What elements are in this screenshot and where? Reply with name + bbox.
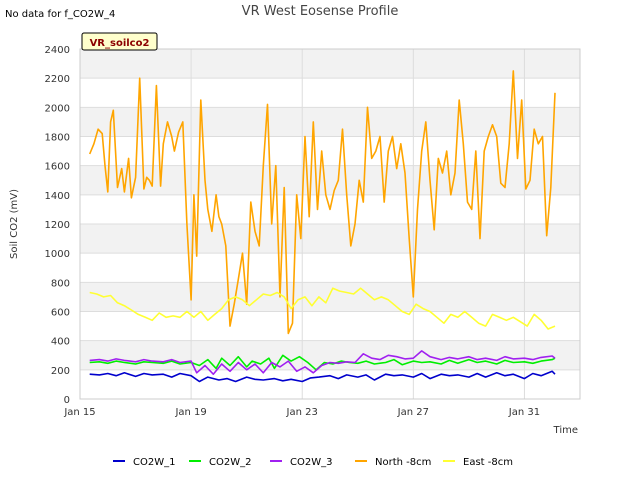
legend-label: North -8cm (375, 457, 431, 468)
y-tick-label: 800 (51, 278, 70, 289)
y-tick-label: 1400 (45, 191, 70, 202)
series-layer (88, 70, 556, 383)
y-tick-label: 600 (51, 308, 70, 319)
x-tick-label: Jan 31 (508, 407, 540, 418)
band (80, 340, 580, 370)
badge-box (81, 32, 158, 51)
band (80, 78, 580, 108)
no-data-note: No data for f_CO2W_4 (5, 9, 115, 20)
legend: CO2W_1 CO2W_2 CO2W_3 North -8cm East -8cm (113, 457, 513, 468)
series-line-north-8cm (88, 70, 556, 335)
x-tick-label: Jan 19 (174, 407, 206, 418)
legend-label: CO2W_3 (290, 457, 332, 468)
series-line-east-8cm (89, 287, 556, 330)
series-line-co2w-3 (89, 350, 556, 375)
band (80, 107, 580, 137)
band (80, 224, 580, 254)
chart-title: VR West Eosense Profile (242, 4, 399, 19)
band (80, 136, 580, 166)
y-tick-label: 2400 (45, 45, 70, 56)
y-tick-label: 2000 (45, 103, 70, 114)
y-tick-label: 1000 (45, 249, 70, 260)
legend-label: CO2W_2 (209, 457, 251, 468)
x-axis-label: Time (553, 425, 578, 436)
x-tick-label: Jan 23 (286, 407, 318, 418)
y-tick-label: 1600 (45, 162, 70, 173)
x-axis-ticks: Jan 15 Jan 19 Jan 23 Jan 27 Jan 31 (63, 407, 540, 418)
y-axis-label: Soil CO2 (mV) (9, 189, 20, 259)
y-tick-label: 1200 (45, 220, 70, 231)
y-tick-label: 200 (51, 366, 70, 377)
y-tick-label: 1800 (45, 133, 70, 144)
x-tick-label: Jan 27 (397, 407, 429, 418)
legend-label: East -8cm (463, 457, 513, 468)
y-tick-label: 400 (51, 337, 70, 348)
band (80, 282, 580, 312)
legend-label: CO2W_1 (133, 457, 175, 468)
band (80, 165, 580, 195)
chart-badge: VR_soilco2 (81, 32, 158, 51)
plot-border (79, 48, 581, 400)
y-axis-ticks: 0 200 400 600 800 1000 1200 1400 1600 1800 2000 220… (45, 45, 70, 406)
y-tick-label: 2200 (45, 74, 70, 85)
y-tick-label: 0 (64, 395, 70, 406)
band (80, 49, 580, 79)
x-tick-label: Jan 15 (63, 407, 95, 418)
band (80, 311, 580, 341)
series-line-co2w-1 (89, 370, 556, 383)
band (80, 253, 580, 283)
badge-label: VR_soilco2 (90, 38, 150, 49)
